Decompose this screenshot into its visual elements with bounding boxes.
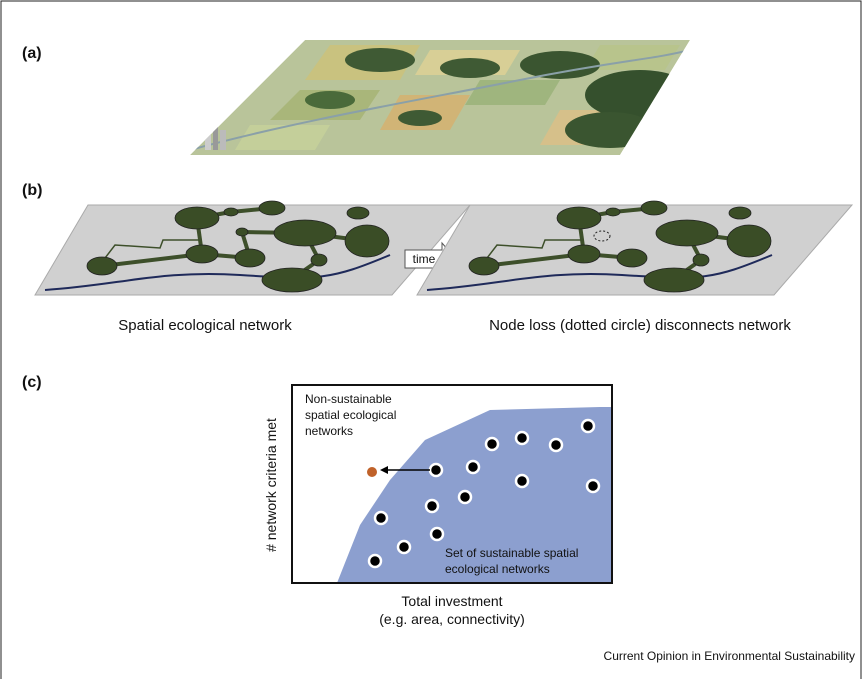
plot-box [291, 384, 613, 584]
arrow-head [380, 466, 388, 474]
unsustainable-point [367, 467, 377, 477]
note: ecological networks [445, 562, 550, 576]
note: networks [305, 424, 353, 438]
caption: Spatial ecological network [118, 317, 292, 334]
lost-node [593, 230, 611, 242]
x-axis-label: (e.g. area, connectivity) [379, 611, 525, 627]
landscape [190, 40, 690, 155]
network-points [367, 418, 601, 569]
panel-label: (a) [22, 45, 42, 62]
network-before [34, 200, 472, 296]
caption: Node loss (dotted circle) disconnects ne… [489, 317, 791, 334]
note: spatial ecological [305, 408, 396, 422]
note: Set of sustainable spatial [445, 546, 578, 560]
network-after [416, 200, 854, 296]
note: Non-sustainable [305, 392, 392, 406]
sustainable-region [337, 407, 612, 583]
y-axis-label: # network criteria met [263, 418, 279, 552]
x-axis-label: Total investment [401, 593, 502, 609]
footer: Current Opinion in Environmental Sustain… [604, 649, 855, 663]
arrow-label: time [413, 252, 436, 266]
panel-label: (c) [22, 374, 42, 391]
panel-label: (b) [22, 182, 42, 199]
